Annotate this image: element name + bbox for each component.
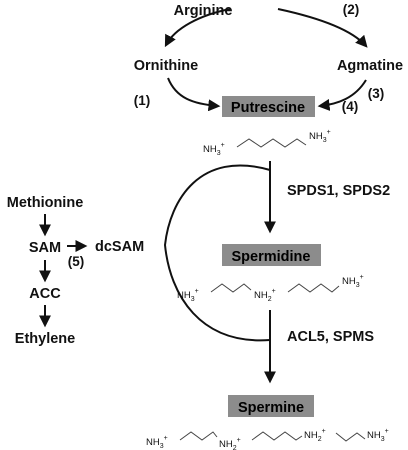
- acc-label: ACC: [29, 286, 61, 302]
- putrescine-box: [222, 96, 315, 117]
- arrow-arginine-ornithine: [164, 8, 231, 48]
- spermine-chain-b: [251, 431, 303, 441]
- chem-nh3-right: NH3+: [367, 428, 389, 443]
- spermine-structure: NH3+ NH2+ NH2+ NH3+: [146, 428, 389, 450]
- arrow-ornithine-putrescine: [167, 77, 221, 112]
- chem-nh3-left: NH3+: [203, 142, 225, 157]
- dcsam-bracket: [163, 164, 271, 342]
- arrow-agmatine-putrescine: [317, 79, 367, 111]
- spermidine-box: [222, 244, 321, 266]
- spermine-box: [228, 395, 314, 417]
- arrow-arginine-agmatine: [277, 8, 368, 48]
- step-3-label: (3): [368, 86, 385, 101]
- enzyme-spds-label: SPDS1, SPDS2: [287, 183, 390, 199]
- dcsam-label: dcSAM: [95, 239, 144, 255]
- ornithine-label: Ornithine: [134, 58, 198, 74]
- chem-nh2-a: NH2+: [219, 437, 241, 450]
- spermine-chain-a: [179, 431, 218, 441]
- putrescine-chain: [236, 138, 307, 148]
- arginine-label: Arginine: [174, 3, 233, 19]
- spermine-chain-c: [335, 432, 366, 442]
- spermidine-structure: NH3+ NH2+ NH3+: [177, 274, 364, 303]
- step-1-label: (1): [134, 93, 151, 108]
- chem-nh2-b: NH2+: [304, 428, 326, 443]
- sam-label: SAM: [29, 240, 61, 256]
- methionine-label: Methionine: [7, 195, 84, 211]
- spermidine-label: Spermidine: [232, 249, 311, 265]
- spermidine-chain-b: [287, 283, 340, 293]
- chem-nh3-left: NH3+: [177, 288, 199, 303]
- step-2-label: (2): [343, 2, 360, 17]
- chem-nh3-right: NH3+: [309, 129, 331, 144]
- ethylene-label: Ethylene: [15, 331, 75, 347]
- enzyme-acl5-label: ACL5, SPMS: [287, 329, 374, 345]
- putrescine-structure: NH3+ NH3+: [203, 129, 331, 157]
- spermine-label: Spermine: [238, 400, 304, 416]
- agmatine-label: Agmatine: [337, 58, 403, 74]
- step-4-label: (4): [342, 99, 359, 114]
- chem-nh3-left: NH3+: [146, 435, 168, 450]
- chem-nh3-right: NH3+: [342, 274, 364, 289]
- step-5-label: (5): [68, 254, 85, 269]
- chem-nh2-mid: NH2+: [254, 288, 276, 303]
- putrescine-label: Putrescine: [231, 100, 305, 116]
- spermidine-chain-a: [210, 283, 252, 293]
